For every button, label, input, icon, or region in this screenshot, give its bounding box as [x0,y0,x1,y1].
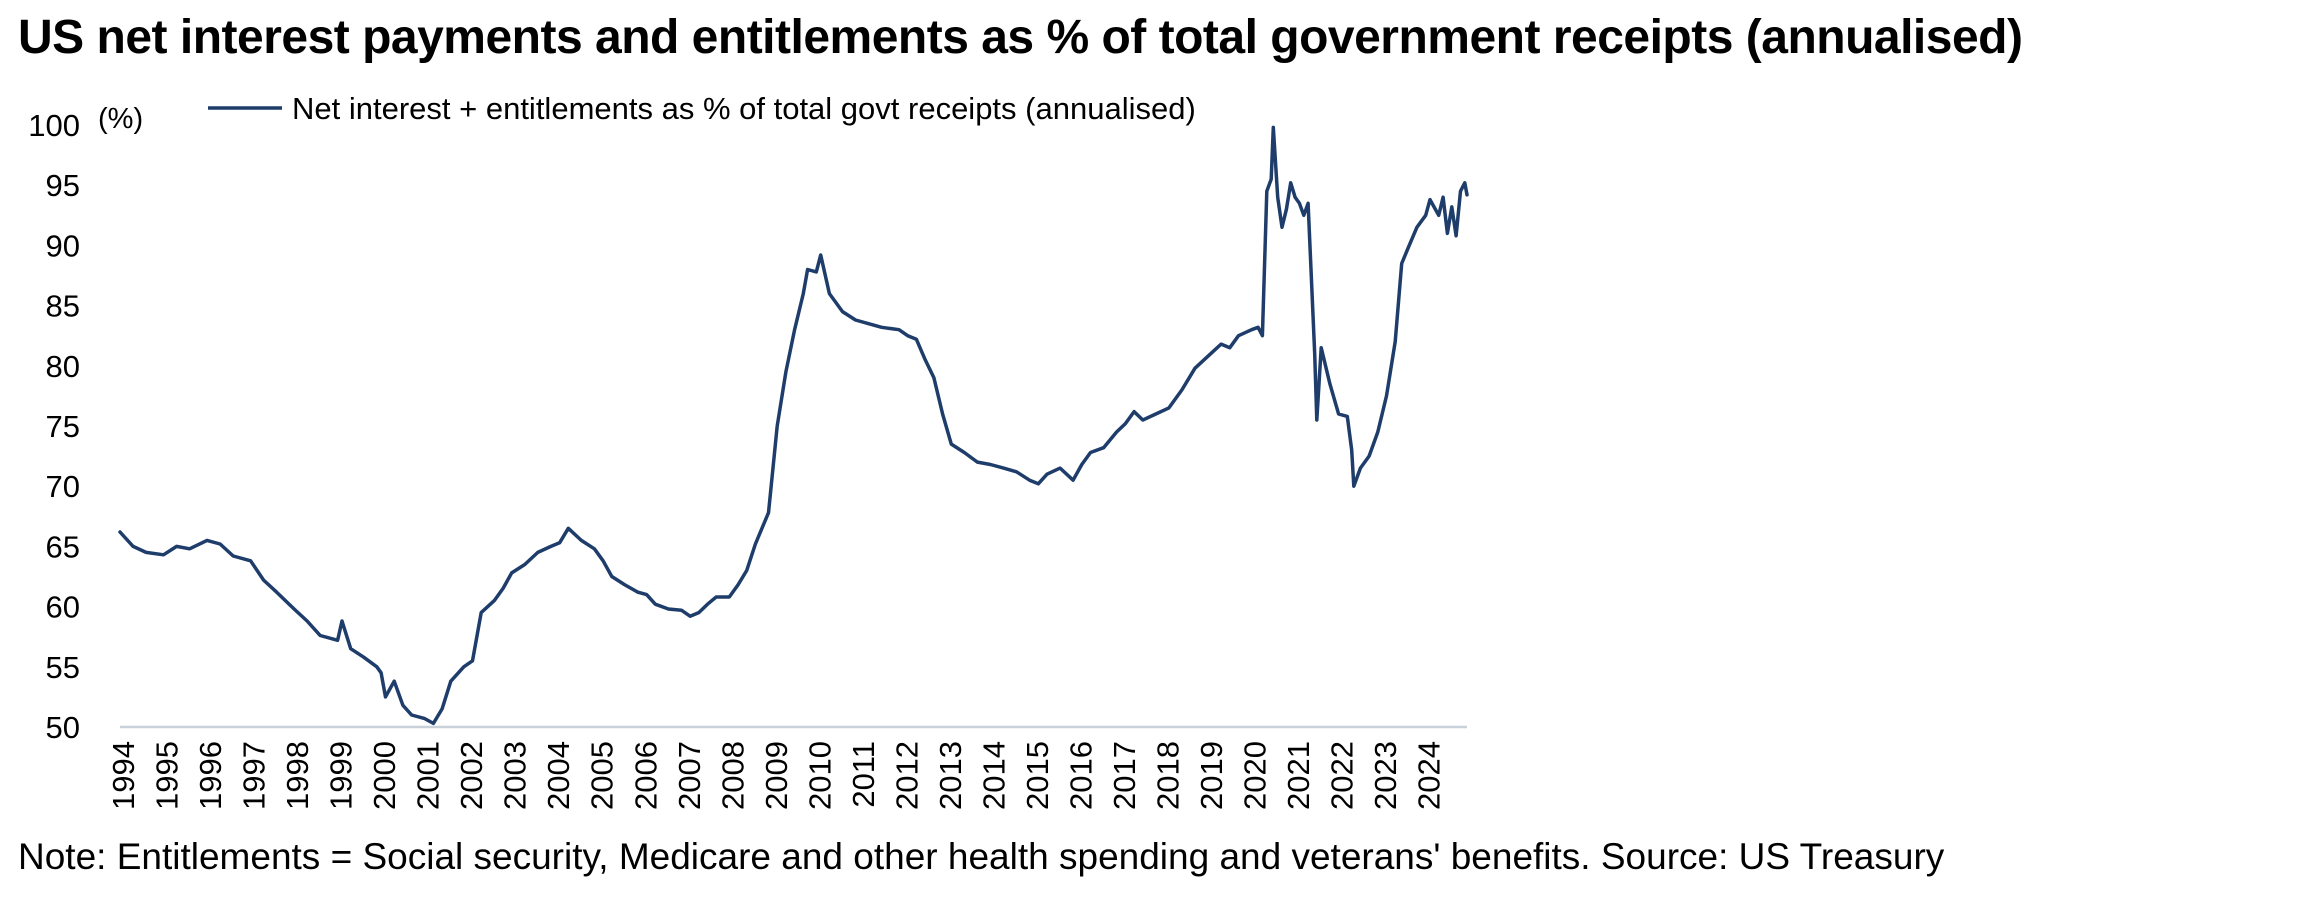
x-tick-label: 2014 [976,741,1011,810]
x-tick-label: 1997 [237,741,272,810]
x-tick-label: 2007 [672,741,707,810]
x-tick-label: 2011 [846,741,881,808]
legend: Net interest + entitlements as % of tota… [208,91,1196,126]
x-tick-label: 2010 [802,741,837,810]
x-tick-label: 2013 [933,741,968,810]
x-tick-label: 2003 [498,741,533,810]
y-tick-label: 90 [46,228,80,263]
x-tick-label: 2019 [1194,741,1229,810]
x-tick-label: 2016 [1063,741,1098,810]
x-tick-label: 2024 [1412,741,1447,810]
series-line [118,125,1469,726]
x-tick-label: 2012 [889,741,924,810]
x-tick-label: 2017 [1107,741,1142,810]
y-tick-label: 95 [46,168,80,203]
x-tick-label: 2005 [585,741,620,810]
x-tick-label: 2020 [1238,741,1273,810]
x-tick-label: 2000 [367,741,402,810]
y-tick-label: 75 [46,409,80,444]
x-tick-label: 2006 [628,741,663,810]
y-tick-label: 60 [46,590,80,625]
x-tick-label: 2004 [541,741,576,810]
y-tick-label: 50 [46,710,80,745]
x-tick-label: 1994 [106,741,141,810]
y-tick-label: 65 [46,529,80,564]
y-tick-label: 70 [46,469,80,504]
y-tick-label: 85 [46,289,80,324]
y-tick-label: 80 [46,349,80,384]
x-tick-label: 2021 [1281,741,1316,810]
x-tick-label: 2002 [454,741,489,810]
chart-note: Note: Entitlements = Social security, Me… [18,836,1945,877]
x-tick-label: 2018 [1151,741,1186,810]
x-tick-label: 2022 [1325,741,1360,810]
x-axis: 1994 1995 1996 1997 1998 1999 2000 2001 2002 2003… [106,725,1467,810]
y-tick-label: 100 [28,108,80,143]
x-tick-label: 2008 [715,741,750,810]
y-axis-unit-label: (%) [98,103,143,135]
x-tick-label: 1996 [193,741,228,810]
y-tick-label: 55 [46,650,80,685]
x-tick-label: 1999 [324,741,359,810]
x-tick-label: 2023 [1368,741,1403,810]
y-axis: 50 55 60 65 70 75 80 85 90 95 100 [28,108,80,745]
x-tick-label: 2009 [759,741,794,810]
legend-label: Net interest + entitlements as % of tota… [292,91,1196,126]
x-tick-label: 1995 [150,741,185,810]
x-tick-label: 2015 [1020,741,1055,810]
x-tick-label: 2001 [411,741,446,810]
x-tick-label: 1998 [280,741,315,810]
line-chart: 50 55 60 65 70 75 80 85 90 95 100 1994 1995 1996 1997… [28,91,1469,810]
chart-title: US net interest payments and entitlement… [18,11,2023,64]
